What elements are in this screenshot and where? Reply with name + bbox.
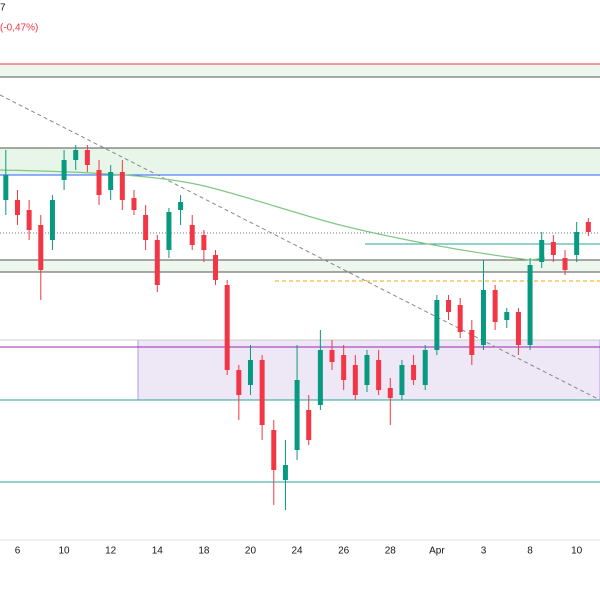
candle-body	[422, 350, 428, 385]
candle-body	[119, 172, 125, 200]
candle-body	[166, 212, 172, 250]
candle-body	[3, 175, 9, 200]
candle-body	[73, 150, 79, 160]
candle-body	[550, 242, 556, 255]
candle-body	[213, 255, 219, 280]
candle-body	[457, 305, 463, 332]
candle-body	[49, 200, 55, 240]
x-tick-label: 12	[105, 546, 117, 557]
x-tick-label: 8	[527, 546, 533, 557]
candle-body	[585, 222, 591, 232]
candle-body	[84, 150, 90, 165]
candle-body	[96, 170, 102, 195]
zone	[0, 148, 600, 175]
candle-body	[364, 355, 370, 385]
candle-body	[504, 312, 510, 320]
candle-body	[411, 365, 417, 380]
candle-body	[329, 350, 335, 362]
candle-body	[527, 265, 533, 345]
candle-body	[108, 172, 114, 190]
candle-body	[189, 225, 195, 245]
candle-body	[387, 388, 393, 398]
x-tick-label: 26	[338, 546, 350, 557]
candle-body	[376, 360, 382, 390]
x-tick-label: 3	[481, 546, 487, 557]
candle-body	[480, 290, 486, 345]
x-tick-label: 6	[15, 546, 21, 557]
candle-body	[143, 215, 149, 240]
x-tick-label: Apr	[429, 546, 445, 557]
candle-body	[131, 198, 137, 210]
candle-body	[539, 240, 545, 262]
zone	[0, 260, 600, 272]
x-tick-label: 10	[571, 546, 583, 557]
candle-body	[282, 465, 288, 480]
candle-body	[492, 290, 498, 322]
candle-body	[317, 350, 323, 405]
candle-body	[178, 202, 184, 210]
x-tick-label: 18	[198, 546, 210, 557]
x-tick-label: 10	[59, 546, 71, 557]
header-value: 7	[0, 3, 6, 14]
candle-body	[259, 360, 265, 425]
candle-body	[61, 160, 67, 180]
candle-body	[14, 200, 20, 215]
x-tick-label: 20	[245, 546, 257, 557]
moving-average	[0, 169, 546, 261]
candle-body	[26, 210, 32, 230]
x-tick-label: 28	[385, 546, 397, 557]
candle-body	[247, 360, 253, 385]
candle-body	[236, 370, 242, 395]
x-tick-label: 14	[152, 546, 164, 557]
candle-body	[434, 300, 440, 350]
candle-body	[446, 300, 452, 312]
candle-body	[306, 410, 312, 440]
candle-body	[294, 380, 300, 450]
candle-body	[469, 330, 475, 355]
candle-body	[38, 225, 44, 270]
header-change: (-0,47%)	[0, 23, 38, 34]
candle-body	[562, 258, 568, 270]
candle-body	[201, 235, 207, 250]
candle-body	[574, 232, 580, 255]
candle-body	[515, 312, 521, 345]
candle-body	[341, 355, 347, 380]
trend-line	[0, 94, 600, 401]
x-tick-label: 24	[292, 546, 304, 557]
candle-body	[399, 365, 405, 395]
candle-body	[224, 285, 230, 370]
zone	[0, 64, 600, 77]
candle-body	[271, 430, 277, 470]
candle-body	[352, 365, 358, 395]
candle-body	[154, 240, 160, 285]
